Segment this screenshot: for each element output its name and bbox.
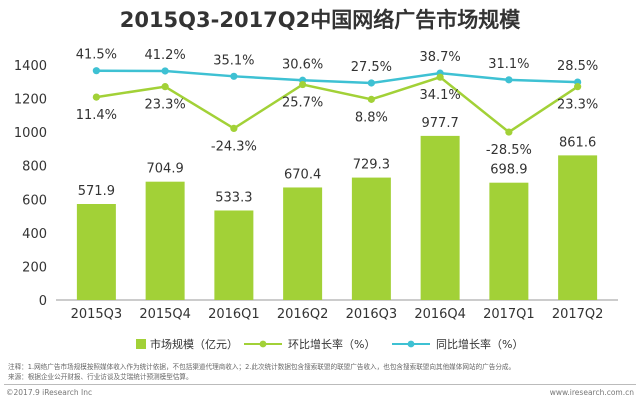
bar	[145, 181, 185, 300]
yoy-point	[505, 76, 513, 84]
yoy-label: 30.6%	[282, 57, 323, 72]
y-tick-label: 1400	[14, 59, 47, 74]
yoy-point	[161, 67, 169, 75]
y-tick-label: 0	[39, 294, 47, 309]
bar	[214, 210, 254, 300]
x-tick-label: 2016Q2	[277, 307, 329, 322]
bar	[489, 182, 529, 300]
qoq-label: -24.3%	[211, 139, 257, 154]
qoq-point	[367, 95, 375, 103]
x-tick-label: 2016Q4	[414, 307, 466, 322]
qoq-point	[436, 73, 444, 81]
x-tick-label: 2015Q3	[71, 307, 123, 322]
bar	[76, 204, 116, 300]
qoq-label: 25.7%	[282, 96, 323, 111]
qoq-label: 23.3%	[144, 98, 185, 113]
qoq-label: 34.1%	[419, 88, 460, 103]
bar-value-label: 533.3	[215, 190, 252, 205]
legend-marker-qoq	[259, 340, 267, 348]
footnotes: 注释：1.网络广告市场规模按照媒体收入作为统计依据，不包括渠道代理商收入；2.此…	[8, 362, 632, 382]
footnote-line-2: 来源：根据企业公开财报、行业访谈及艾瑞统计预测模型估算。	[8, 373, 193, 381]
x-tick-label: 2016Q1	[208, 307, 260, 322]
legend-swatch-bar	[136, 339, 146, 349]
chart-title: 2015Q3-2017Q2中国网络广告市场规模	[119, 8, 521, 32]
yoy-label: 35.1%	[213, 53, 254, 68]
bar	[420, 135, 460, 300]
qoq-label: 11.4%	[76, 108, 117, 123]
bar-value-label: 861.6	[559, 135, 596, 150]
qoq-label: -28.5%	[486, 143, 532, 158]
legend-label-bar: 市场规模（亿元）	[150, 337, 238, 351]
x-tick-label: 2017Q2	[552, 307, 604, 322]
y-tick-label: 800	[22, 160, 47, 175]
bar-value-label: 977.7	[422, 116, 459, 131]
yoy-point	[230, 72, 238, 80]
bar	[283, 187, 323, 300]
yoy-label: 41.2%	[144, 48, 185, 63]
y-tick-label: 200	[22, 260, 47, 275]
qoq-point	[161, 83, 169, 91]
qoq-label: 23.3%	[557, 98, 598, 113]
qoq-point	[505, 128, 513, 136]
legend-label-qoq: 环比增长率（%）	[288, 337, 375, 351]
yoy-label: 38.7%	[419, 50, 460, 65]
yoy-label: 41.5%	[76, 48, 117, 63]
bar	[558, 155, 598, 300]
chart-svg: 0 200 400 600 800 1000 1200 1400 571.9 704.9 533.…	[14, 48, 618, 351]
x-tick-label: 2017Q1	[483, 307, 535, 322]
qoq-point	[299, 80, 307, 89]
yoy-label: 31.1%	[488, 57, 529, 72]
x-tick-label: 2016Q3	[346, 307, 398, 322]
qoq-line	[96, 75, 579, 134]
y-tick-label: 600	[22, 193, 47, 208]
qoq-point	[574, 83, 582, 91]
qoq-label: 8.8%	[355, 110, 388, 125]
bar-value-label: 729.3	[353, 158, 390, 173]
y-tick-label: 1000	[14, 126, 47, 141]
legend-label-yoy: 同比增长率（%）	[436, 337, 523, 351]
footnote-line-1: 注释：1.网络广告市场规模按照媒体收入作为统计依据，不包括渠道代理商收入；2.此…	[8, 363, 516, 371]
yoy-label: 27.5%	[351, 60, 392, 75]
bar	[351, 177, 391, 300]
footer-divider	[4, 384, 636, 385]
bar-value-label: 698.9	[490, 163, 527, 178]
y-tick-label: 1200	[14, 93, 47, 108]
bar-value-label: 670.4	[284, 167, 321, 182]
yoy-line	[96, 69, 578, 85]
x-tick-label: 2015Q4	[139, 307, 191, 322]
yoy-label: 28.5%	[557, 59, 598, 74]
copyright-text: ©2017.9 iResearch Inc	[6, 388, 93, 397]
qoq-point	[230, 124, 238, 132]
qoq-point	[92, 93, 100, 101]
legend-marker-yoy	[407, 340, 415, 348]
y-tick-label: 400	[22, 227, 47, 242]
bar-value-label: 704.9	[147, 162, 184, 177]
website-url: www.iresearch.com.cn	[549, 388, 634, 397]
bar-value-label: 571.9	[78, 184, 115, 199]
yoy-point	[367, 79, 375, 87]
yoy-point	[92, 67, 100, 75]
